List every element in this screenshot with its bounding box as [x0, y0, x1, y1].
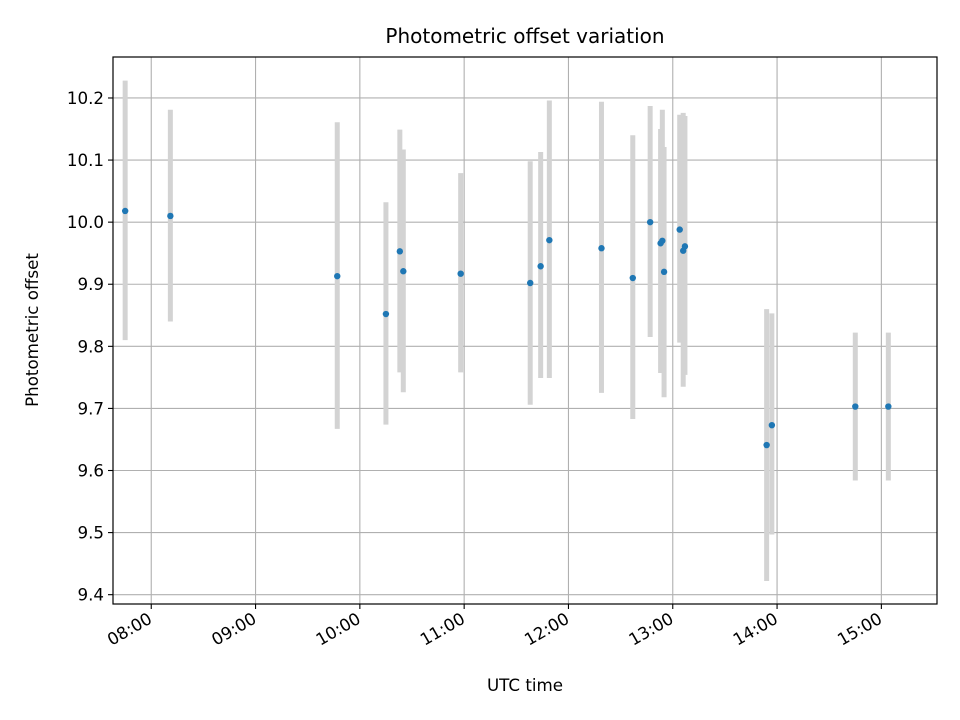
y-tick-label: 9.9	[77, 274, 104, 294]
data-points	[121, 207, 892, 449]
data-point	[852, 403, 859, 410]
data-point	[763, 441, 770, 449]
data-point	[121, 207, 129, 215]
grid	[113, 57, 937, 604]
data-point	[457, 270, 464, 277]
data-point	[167, 212, 174, 220]
data-point	[629, 274, 636, 282]
plot-frame	[112, 56, 938, 605]
y-tick-label: 9.4	[77, 585, 104, 605]
y-axis: 9.4 9.5 9.6 9.7 9.8 9.9 10.0 10.1 10.2	[67, 88, 113, 605]
y-tick-label: 10.0	[67, 212, 104, 232]
y-tick-label: 10.2	[67, 88, 104, 108]
y-tick-label: 9.7	[77, 398, 104, 418]
data-point	[646, 218, 654, 226]
data-point	[546, 236, 553, 244]
y-tick-label: 9.6	[77, 461, 104, 481]
y-axis-title: Photometric offset	[22, 253, 42, 407]
data-point	[382, 310, 390, 318]
data-point	[400, 268, 407, 275]
data-point	[527, 279, 534, 287]
data-point	[885, 403, 892, 410]
data-point	[396, 248, 404, 255]
y-tick-label: 9.5	[77, 523, 104, 543]
data-point	[334, 272, 341, 280]
x-axis-title: UTC time	[487, 675, 563, 695]
data-point	[660, 268, 668, 276]
y-tick-label: 9.8	[77, 336, 104, 356]
data-point	[676, 226, 683, 233]
data-point	[681, 243, 689, 250]
chart-title: Photometric offset variation	[385, 24, 664, 48]
data-point	[768, 421, 776, 429]
data-point	[537, 263, 544, 270]
data-point	[598, 245, 605, 252]
y-tick-label: 10.1	[67, 150, 104, 170]
data-point	[659, 237, 666, 244]
